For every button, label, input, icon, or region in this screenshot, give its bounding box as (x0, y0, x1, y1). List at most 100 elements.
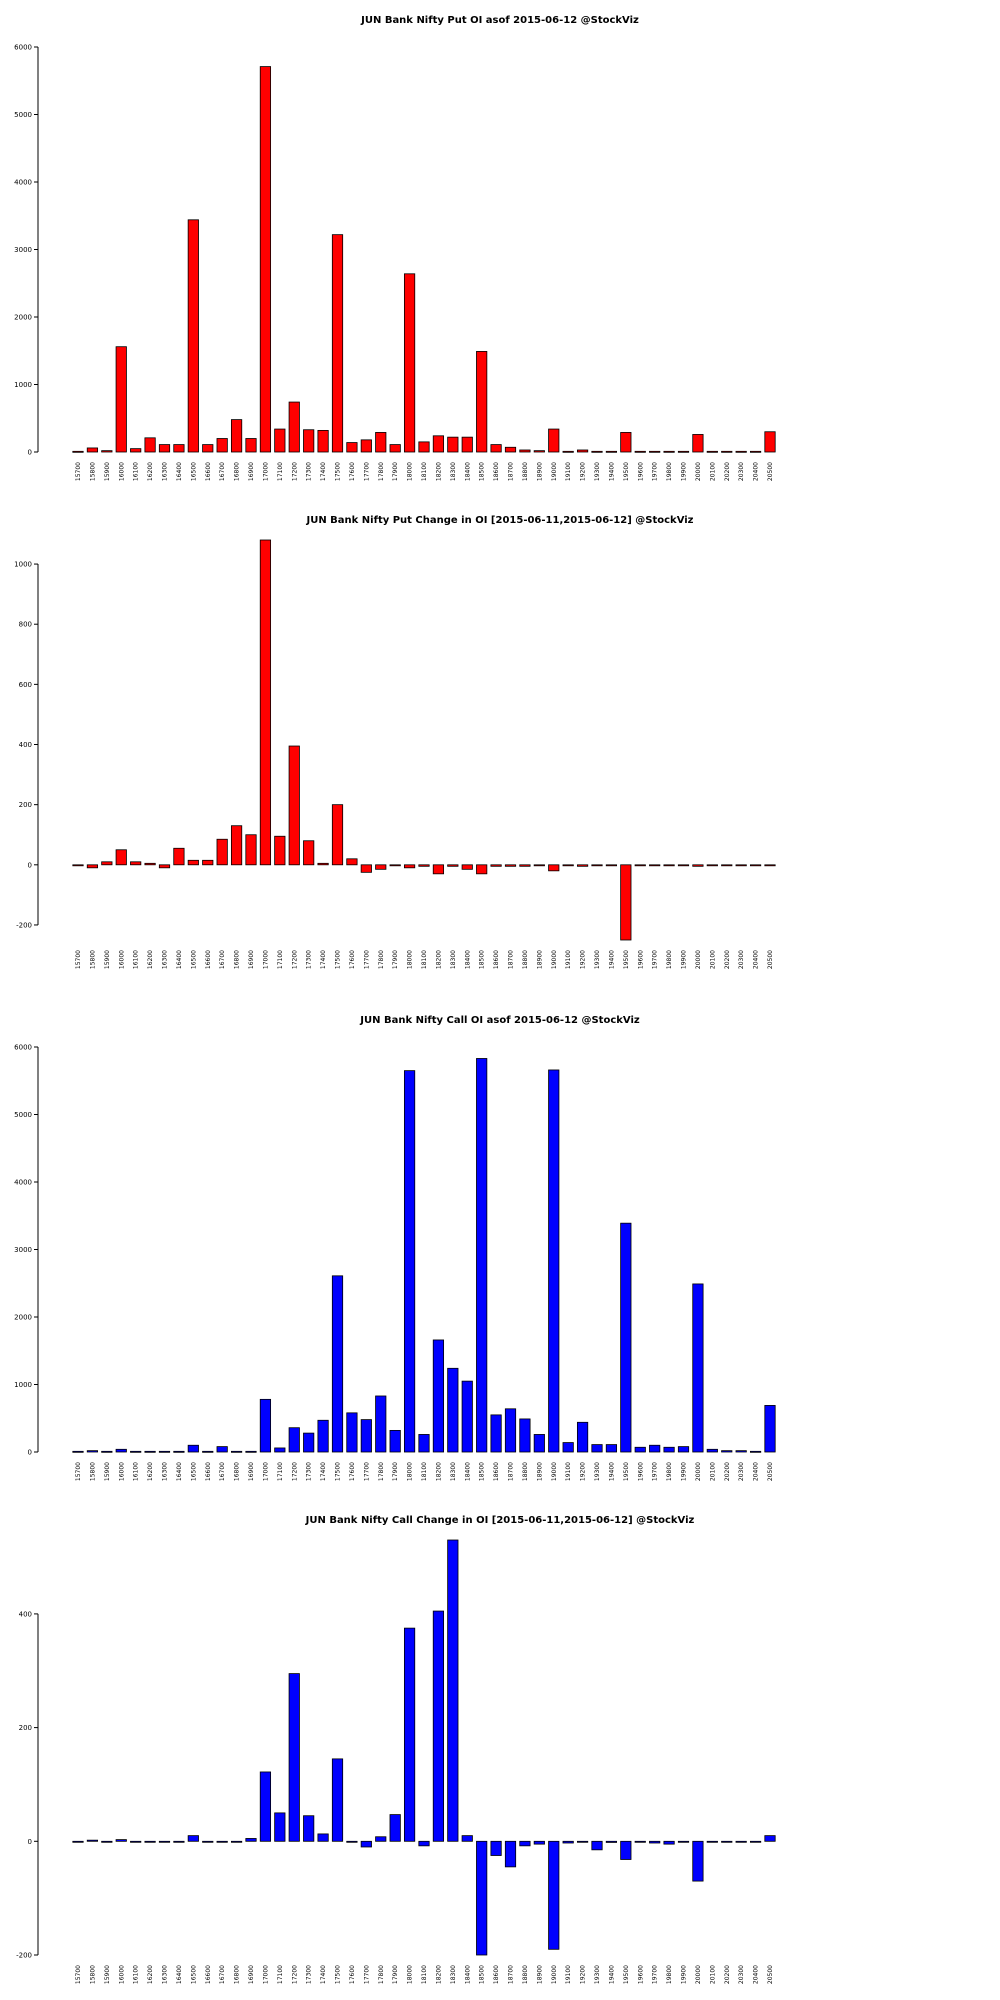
y-tick-label: 2000 (14, 314, 32, 322)
x-tick-label: 17100 (277, 950, 284, 969)
x-tick-label: 19700 (652, 462, 659, 481)
bar-16100 (130, 1450, 142, 1453)
x-tick-label: 18500 (479, 950, 486, 969)
x-tick-label: 17800 (378, 462, 385, 481)
y-tick-label: 800 (19, 621, 32, 629)
x-tick-label: 16600 (205, 1965, 212, 1984)
bar-19900 (677, 1446, 690, 1453)
x-tick-label: 16700 (219, 462, 226, 481)
bar-16700 (216, 1446, 228, 1453)
bar-16500 (187, 1444, 199, 1453)
bar-16400 (173, 1450, 185, 1453)
x-tick-label: 17700 (363, 462, 370, 481)
x-tick-label: 15900 (104, 1462, 111, 1481)
bar-19200 (576, 1421, 589, 1453)
y-tick-label: 600 (19, 681, 32, 689)
bar-19100 (562, 1442, 574, 1453)
x-tick-label: 16900 (248, 1462, 255, 1481)
bar-16200 (144, 437, 156, 453)
bar-17500 (331, 234, 344, 453)
x-tick-label: 19300 (594, 1462, 601, 1481)
x-tick-label: 19500 (623, 1462, 630, 1481)
bar-16000 (115, 1448, 127, 1453)
bar-20400 (749, 1450, 762, 1453)
x-tick-label: 17200 (291, 950, 298, 969)
bar-16300 (158, 864, 171, 869)
bar-20100 (706, 450, 718, 453)
bar-19600 (634, 864, 646, 867)
x-tick-label: 16100 (133, 1965, 140, 1984)
x-tick-label: 18400 (464, 950, 471, 969)
bar-17200 (288, 745, 300, 866)
x-tick-label: 19500 (623, 1965, 630, 1984)
x-tick-label: 18300 (450, 462, 457, 481)
bar-20200 (721, 1450, 733, 1453)
bar-20500 (764, 431, 776, 453)
x-tick-label: 20000 (695, 462, 702, 481)
x-tick-label: 17400 (320, 1965, 327, 1984)
bar-17500 (331, 1275, 344, 1453)
bar-17000 (259, 66, 272, 453)
x-tick-label: 20100 (709, 462, 716, 481)
x-tick-label: 19100 (565, 462, 572, 481)
x-tick-label: 17600 (349, 462, 356, 481)
bar-15800 (86, 1839, 99, 1842)
y-tick-label: -200 (16, 1952, 32, 1960)
x-tick-label: 18800 (522, 1462, 529, 1481)
x-tick-label: 18900 (536, 462, 543, 481)
x-tick-label: 17900 (392, 1965, 399, 1984)
bar-16100 (130, 1840, 142, 1843)
x-tick-label: 16300 (162, 1462, 169, 1481)
bar-19100 (562, 450, 574, 453)
bar-18600 (490, 864, 502, 867)
x-tick-label: 19200 (580, 1462, 587, 1481)
x-tick-label: 17700 (363, 1965, 370, 1984)
bar-17600 (346, 1412, 358, 1453)
bar-18400 (461, 1835, 473, 1842)
bar-20300 (735, 864, 747, 867)
bar-19700 (649, 1444, 661, 1453)
x-tick-label: 18300 (450, 950, 457, 969)
bar-19400 (605, 450, 618, 453)
x-tick-label: 18400 (464, 1462, 471, 1481)
x-tick-label: 19000 (551, 1965, 558, 1984)
x-tick-label: 16500 (190, 462, 197, 481)
bar-19300 (591, 1444, 603, 1453)
bar-15800 (86, 864, 99, 869)
x-tick-label: 20100 (709, 1462, 716, 1481)
bar-18800 (519, 449, 531, 453)
x-tick-label: 17000 (262, 462, 269, 481)
bar-15700 (72, 864, 84, 867)
x-tick-label: 15800 (89, 1965, 96, 1984)
bar-16500 (187, 219, 199, 453)
x-tick-label: 20200 (724, 462, 731, 481)
x-tick-label: 19500 (623, 462, 630, 481)
bar-17600 (346, 858, 358, 866)
bar-19800 (663, 864, 675, 867)
bar-18000 (403, 273, 416, 453)
x-tick-label: 17900 (392, 462, 399, 481)
x-tick-label: 18000 (407, 950, 414, 969)
x-tick-label: 17600 (349, 1965, 356, 1984)
x-tick-label: 16900 (248, 462, 255, 481)
x-tick-label: 18000 (407, 1965, 414, 1984)
x-tick-label: 20400 (753, 1462, 760, 1481)
bar-17400 (317, 429, 329, 453)
bar-16900 (245, 438, 257, 453)
x-tick-label: 18600 (493, 950, 500, 969)
put-change-oi-chart: JUN Bank Nifty Put Change in OI [2015-06… (0, 500, 1000, 990)
bar-18000 (403, 1627, 416, 1842)
x-tick-label: 20500 (767, 462, 774, 481)
bar-17900 (389, 444, 401, 453)
x-tick-label: 16300 (162, 1965, 169, 1984)
x-tick-label: 16400 (176, 950, 183, 969)
bar-17700 (360, 1840, 372, 1848)
bar-20100 (706, 1448, 718, 1453)
x-tick-label: 19900 (681, 950, 688, 969)
x-tick-label: 16100 (133, 950, 140, 969)
x-tick-label: 19900 (681, 1965, 688, 1984)
x-tick-label: 17800 (378, 950, 385, 969)
bar-18300 (447, 864, 459, 867)
bar-16100 (130, 861, 142, 866)
bar-16600 (202, 859, 214, 866)
